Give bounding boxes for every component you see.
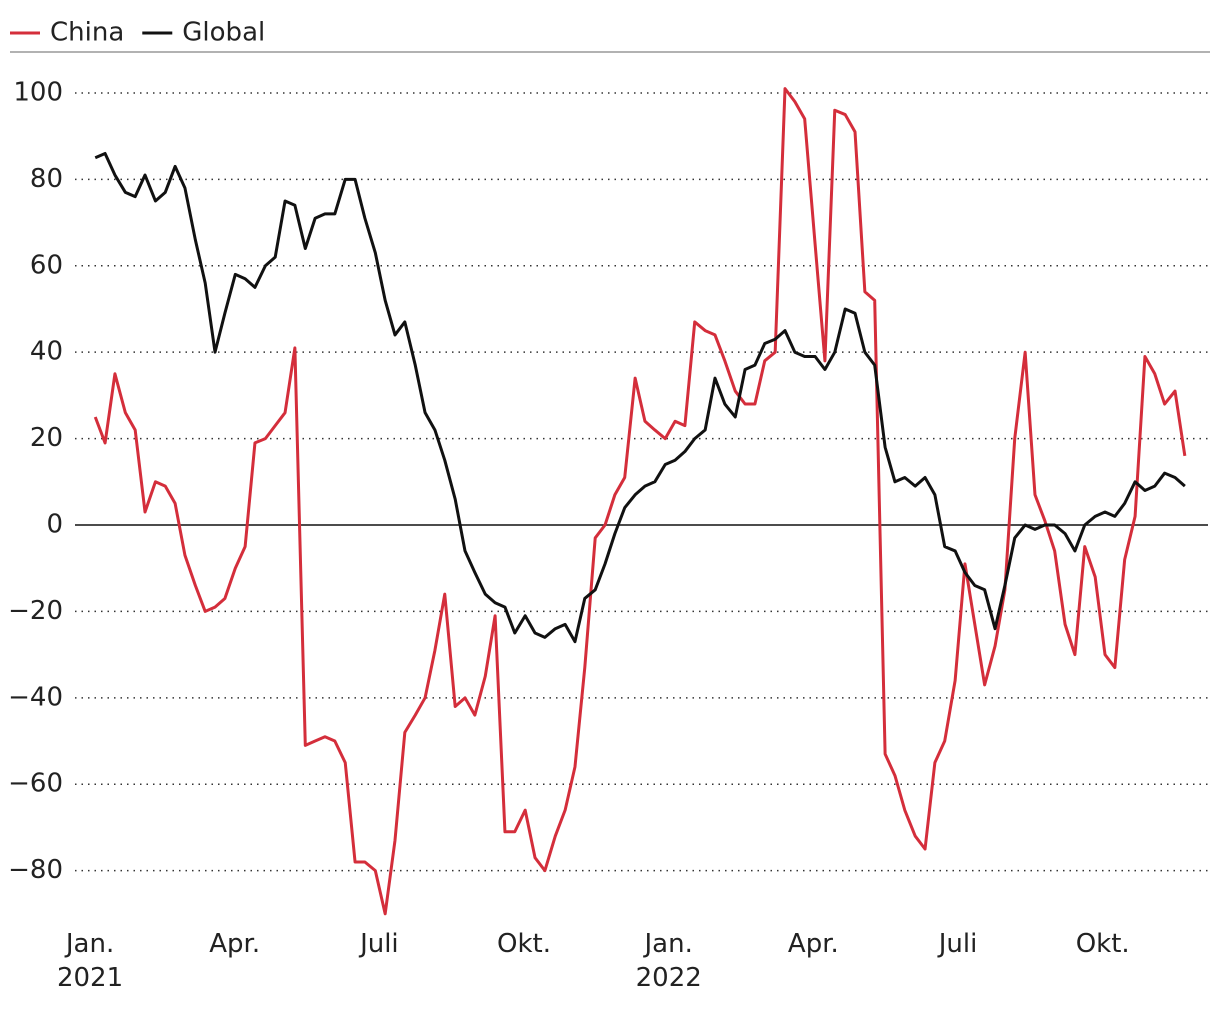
y-tick-label: 40	[30, 337, 63, 367]
x-tick-label: Juli	[937, 929, 978, 959]
y-tick-label: −60	[8, 769, 63, 799]
y-tick-label: 100	[13, 77, 63, 107]
y-tick-label: 20	[30, 423, 63, 453]
y-tick-label: −40	[8, 682, 63, 712]
legend-label: Global	[182, 18, 265, 48]
y-tick-label: 80	[30, 164, 63, 194]
x-tick-label: Apr.	[209, 929, 260, 959]
y-tick-label: −20	[8, 596, 63, 626]
y-tick-label: 60	[30, 250, 63, 280]
y-tick-label: 0	[46, 510, 63, 540]
legend-label: China	[50, 18, 124, 48]
y-tick-label: −80	[8, 855, 63, 885]
series-line	[94, 151, 1186, 644]
x-tick-label: Okt.	[497, 929, 551, 959]
x-tick-label: Juli	[358, 929, 399, 959]
x-tick-label: Jan. 2022	[636, 929, 702, 993]
x-tick-label: Okt.	[1076, 929, 1130, 959]
series-line	[93, 87, 1187, 916]
x-tick-label: Jan. 2021	[57, 929, 123, 993]
x-tick-label: Apr.	[788, 929, 839, 959]
